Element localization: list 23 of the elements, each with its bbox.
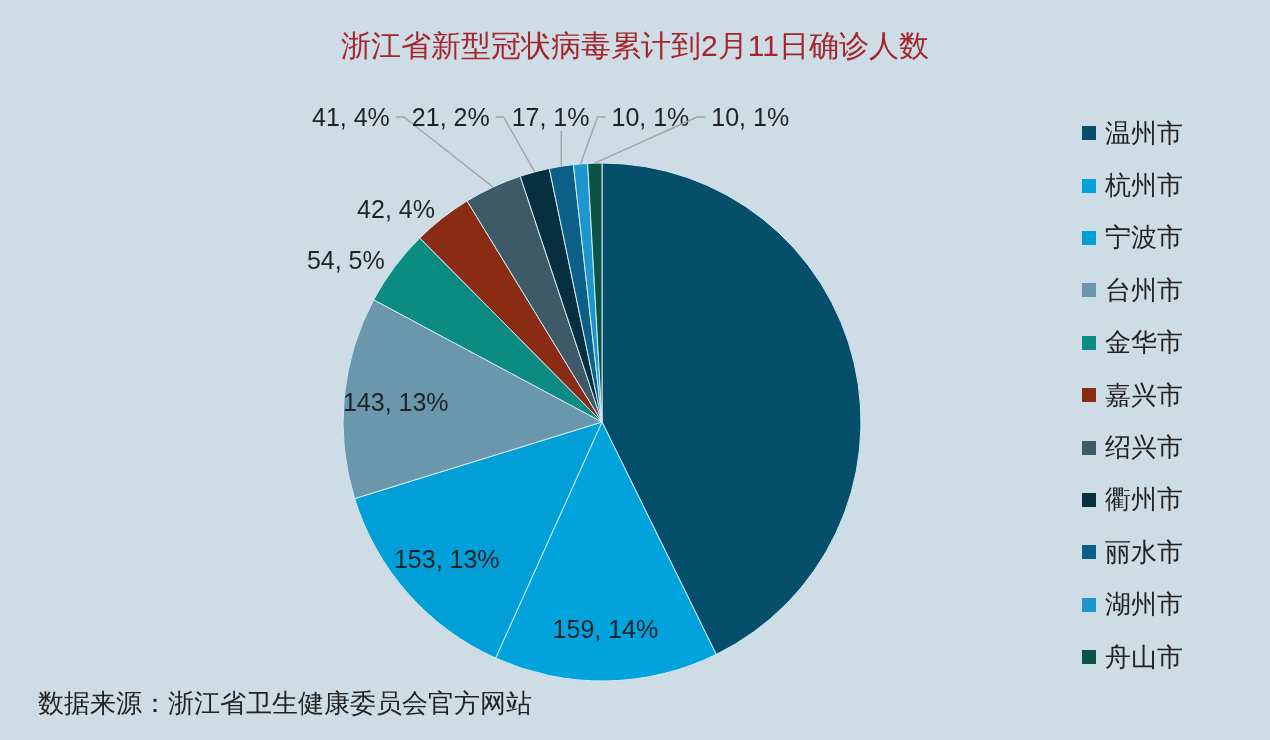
legend-label: 宁波市 bbox=[1105, 221, 1183, 255]
legend-label: 丽水市 bbox=[1105, 535, 1183, 569]
legend-label: 金华市 bbox=[1105, 326, 1183, 360]
data-label: 159, 14% bbox=[552, 615, 659, 644]
data-label: 42, 4% bbox=[357, 194, 435, 223]
legend-label: 湖州市 bbox=[1105, 588, 1183, 622]
data-label: 10, 1% bbox=[711, 103, 790, 131]
data-label: 54, 5% bbox=[306, 245, 385, 274]
data-label: 153, 13% bbox=[393, 545, 500, 574]
data-label: 41, 4% bbox=[312, 103, 390, 131]
legend-label: 衢州市 bbox=[1105, 483, 1183, 517]
data-label: 143, 13% bbox=[342, 388, 449, 417]
data-label: 21, 2% bbox=[411, 103, 490, 131]
source-note: 数据来源：浙江省卫生健康委员会官方网站 bbox=[38, 687, 532, 720]
legend-label: 嘉兴市 bbox=[1105, 378, 1183, 412]
legend-label: 舟山市 bbox=[1105, 640, 1183, 674]
legend-label: 杭州市 bbox=[1105, 169, 1183, 203]
data-label: 10, 1% bbox=[611, 103, 690, 131]
legend-label: 绍兴市 bbox=[1105, 431, 1183, 465]
chart-title: 浙江省新型冠状病毒累计到2月11日确诊人数 bbox=[340, 28, 930, 64]
legend-label: 温州市 bbox=[1105, 116, 1183, 150]
data-label: 17, 1% bbox=[511, 103, 590, 131]
legend-label: 台州市 bbox=[1105, 273, 1183, 307]
